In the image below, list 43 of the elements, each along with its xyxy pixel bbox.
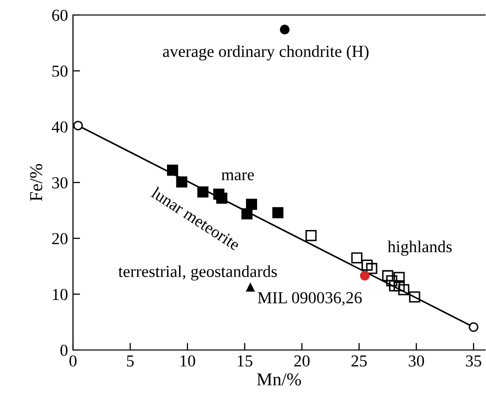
y-tick-label: 0 [60,344,68,356]
point [386,275,398,286]
point [241,208,253,220]
point [362,260,373,271]
point [360,270,370,281]
point [468,322,478,332]
x-tick-label: 5 [127,356,134,367]
point [73,120,83,130]
point [382,270,394,282]
annotation: average ordinary chondrite (H) [162,45,369,60]
annotation: terrestrial, geostandards [118,265,277,281]
x-tick-label: 35 [466,355,482,367]
annotation: MIL 090036,26 [258,292,362,306]
y-tick-label: 40 [52,121,68,133]
x-tick-label: 20 [294,355,310,367]
annotation: highlands [388,240,452,256]
annotation: mare [221,172,254,180]
y-tick-label: 30 [52,177,68,188]
x-tick-label: 10 [180,355,196,367]
point [167,164,178,176]
x-tick-label: 30 [408,355,424,367]
point [176,176,188,188]
point [216,192,228,204]
y-tick-label: 10 [52,288,68,300]
y-tick-label: 20 [52,233,68,244]
point [246,283,255,292]
y-tick-label: 50 [52,66,68,77]
point [409,291,420,303]
point [246,198,258,210]
x-tick-label: 25 [352,355,367,367]
y-axis-title: Fe/% [30,164,42,202]
point [394,272,405,283]
point [398,284,410,296]
point [351,252,362,264]
point [197,186,208,198]
x-tick-label: 0 [69,355,77,367]
y-tick-label: 60 [52,10,68,21]
x-tick-label: 15 [238,355,252,367]
point [305,230,317,242]
point [366,262,378,274]
point [280,24,290,34]
x-axis-title: Mn/% [256,373,301,386]
point [272,207,284,218]
